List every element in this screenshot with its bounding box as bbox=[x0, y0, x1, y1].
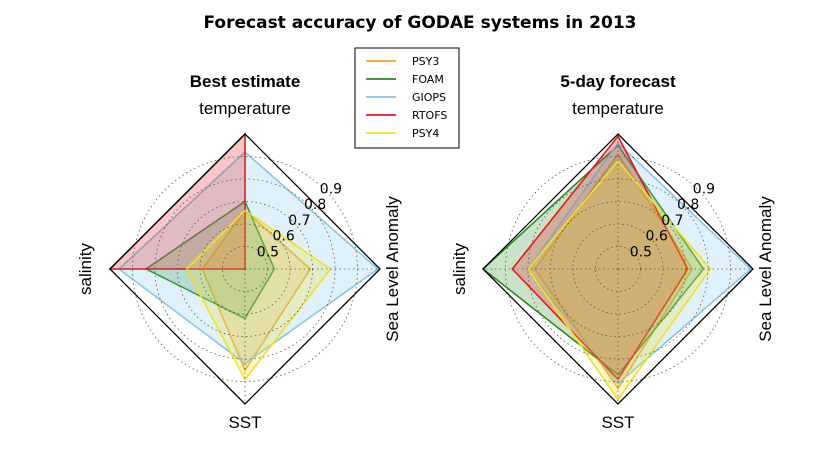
tick-label: 0.5 bbox=[630, 244, 652, 260]
axis-label-salinity: salinity bbox=[450, 243, 469, 295]
series-psy3 bbox=[201, 209, 312, 373]
radar-panel-5-day-forecast: 0.50.60.70.80.9 5-day forecast temperature… bbox=[450, 72, 775, 432]
series-rtofs bbox=[511, 134, 689, 381]
legend-label-psy3: PSY3 bbox=[412, 55, 439, 68]
tick-label: 0.6 bbox=[273, 229, 295, 245]
axis-label-temperature: temperature bbox=[199, 99, 291, 118]
axis-label-sst: SST bbox=[601, 413, 634, 432]
tick-label: 0.9 bbox=[320, 181, 342, 197]
legend-box bbox=[354, 47, 460, 149]
radar-frame bbox=[482, 133, 754, 405]
panel-title: 5-day forecast bbox=[560, 72, 676, 91]
axis-label-salinity: salinity bbox=[76, 243, 95, 295]
axis-label-sea-level-anomaly: Sea Level Anomaly bbox=[756, 196, 775, 342]
legend-label-foam: FOAM bbox=[412, 73, 444, 86]
axis-label-temperature: temperature bbox=[572, 99, 664, 118]
legend-label-giops: GIOPS bbox=[412, 91, 446, 104]
tick-label: 0.9 bbox=[693, 181, 715, 197]
panel-title: Best estimate bbox=[190, 72, 301, 91]
series-psy4 bbox=[185, 209, 332, 381]
tick-label: 0.8 bbox=[677, 197, 699, 213]
main-title: Forecast accuracy of GODAE systems in 20… bbox=[204, 13, 637, 33]
tick-label: 0.7 bbox=[288, 213, 310, 229]
legend: PSY3 FOAM GIOPS RTOFS PSY4 bbox=[354, 47, 460, 149]
legend-label-rtofs: RTOFS bbox=[412, 109, 447, 122]
tick-label: 0.7 bbox=[661, 213, 683, 229]
radar-frame bbox=[109, 133, 381, 405]
radar-panel-best-estimate: 0.50.60.70.80.9 Best estimate temperature S… bbox=[76, 72, 402, 432]
tick-label: 0.5 bbox=[257, 244, 279, 260]
tick-label: 0.6 bbox=[646, 229, 668, 245]
tick-label: 0.8 bbox=[304, 197, 326, 213]
axis-label-sst: SST bbox=[228, 413, 261, 432]
axis-label-sea-level-anomaly: Sea Level Anomaly bbox=[383, 196, 402, 342]
legend-label-psy4: PSY4 bbox=[412, 127, 439, 140]
